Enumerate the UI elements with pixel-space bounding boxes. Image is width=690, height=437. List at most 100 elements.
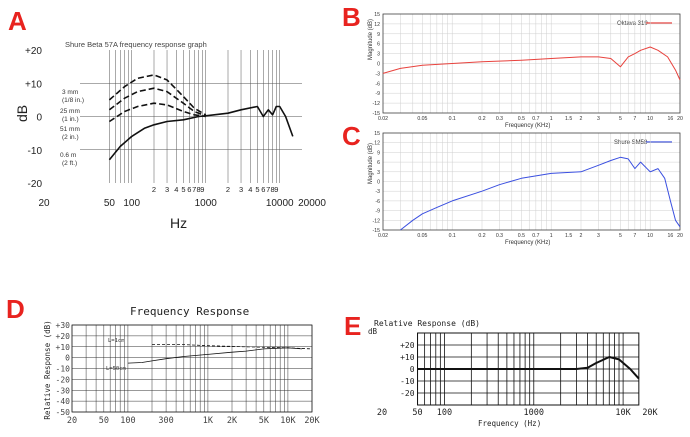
panel-letter-b: B <box>342 2 361 32</box>
panel-c-legend-label: Shure SM58 <box>614 140 648 146</box>
panel-b-xtick: 0.5 <box>518 116 525 122</box>
panel-c-xtick: 0.2 <box>478 233 485 239</box>
panel-b-ytick: -3 <box>375 71 380 77</box>
panel-a-xtick: 6 <box>261 185 265 194</box>
label-51mm: 51 mm <box>60 126 80 133</box>
panel-b-xtick: 0.3 <box>496 116 503 122</box>
panel-a-xtick: 1000 <box>195 198 218 209</box>
panel-b-xtick: 7 <box>633 116 636 122</box>
panel-a-series-line <box>108 74 207 116</box>
panel-c-legend: Shure SM58 <box>614 140 672 146</box>
panel-a-xtick: 5 <box>255 185 259 194</box>
panel-e-xtick: 10K <box>615 408 631 418</box>
panel-letter-d: D <box>6 294 25 324</box>
panel-a-ylabel: dB <box>14 105 30 122</box>
panel-d-ylabel: Relative Response (dB) <box>43 320 52 419</box>
panel-b-xtick: 0.05 <box>417 116 427 122</box>
panel-c-ytick: -6 <box>375 199 380 205</box>
panel-c-xtick: 3 <box>597 233 600 239</box>
panel-c-ytick: 15 <box>374 131 380 137</box>
panel-a-xtick: 100 <box>123 198 140 209</box>
panel-c-xtick: 0.3 <box>496 233 503 239</box>
panel-letter-e: E <box>344 311 361 341</box>
panel-b-xlabel: Frequency (KHz) <box>505 123 550 129</box>
panel-b-xtick: 0.02 <box>378 116 388 122</box>
panel-c-xtick: 7 <box>633 233 636 239</box>
panel-b-xtick: 2 <box>580 116 583 122</box>
panel-d-ytick: 0 <box>65 354 70 363</box>
panel-d-label-l1cm: L=1cm <box>108 338 125 344</box>
panel-e-xtick: 1000 <box>524 408 544 418</box>
panel-d-xtick: 2K <box>227 416 238 426</box>
panel-c-xlabel: Frequency (KHz) <box>505 240 550 246</box>
panel-d-chart: Frequency Response Relative Response (dB… <box>43 305 321 426</box>
panel-e-xtick: 100 <box>437 408 452 418</box>
panel-d-ytick: -50 <box>56 408 71 417</box>
panel-d-xtick: 5K <box>259 416 270 426</box>
panel-b-ytick: 6 <box>377 42 380 48</box>
panel-c-xtick: 20 <box>677 233 683 239</box>
panel-d-ytick: +10 <box>56 343 71 352</box>
panel-c-ylabel: Magnitude (dB) <box>368 143 374 184</box>
panel-c-xtick: 0.02 <box>378 233 388 239</box>
panel-c-ytick: -9 <box>375 209 380 215</box>
panel-e-xlabel: Frequency (Hz) <box>478 419 541 428</box>
panel-a-title: Shure Beta 57A frequency response graph <box>65 40 207 49</box>
panel-b-xtick: 1.5 <box>565 116 572 122</box>
panel-b-xtick: 0.2 <box>478 116 485 122</box>
panel-a-xtick: 7 <box>192 185 196 194</box>
panel-b-xtick: 1 <box>550 116 553 122</box>
panel-b-ytick: 15 <box>374 12 380 18</box>
panel-b-ytick: -15 <box>373 111 381 117</box>
panel-b-ytick: -9 <box>375 91 380 97</box>
panel-letter-a: A <box>8 6 27 36</box>
panel-b-frame <box>382 13 681 114</box>
panel-c-xtick: 1 <box>550 233 553 239</box>
panel-e-chart: Relative Response (dB) dB Frequency (Hz)… <box>368 319 659 428</box>
panel-b-xtick: 16 <box>668 116 674 122</box>
panel-c-xtick: 2 <box>580 233 583 239</box>
panel-c-ytick: 9 <box>377 150 380 156</box>
panel-a-xtick: 2 <box>152 185 156 194</box>
panel-a-xtick: 50 <box>104 198 116 209</box>
panel-b-ytick: 12 <box>374 22 380 28</box>
panel-a-ytick: +20 <box>25 46 42 57</box>
panel-d-label-l50cm: L=50cm <box>106 366 127 372</box>
panel-a-xtick: 7 <box>266 185 270 194</box>
panel-letter-c: C <box>342 121 361 151</box>
panel-c-xtick: 0.05 <box>417 233 427 239</box>
panel-a-chart: Shure Beta 57A frequency response graph … <box>14 40 326 231</box>
panel-a-xtick: 9 <box>200 185 204 194</box>
label-3mm: 3 mm <box>62 89 78 96</box>
label-25mm-in: (1 in.) <box>62 116 79 123</box>
panel-c-ytick: -12 <box>373 218 381 224</box>
panel-a-xtick: 20000 <box>298 198 326 209</box>
panel-c-ytick: 6 <box>377 160 380 166</box>
panel-a-xtick: 2 <box>226 185 230 194</box>
panel-c-chart: Magnitude (dB) Frequency (KHz) Shure SM5… <box>368 131 683 246</box>
panel-d-xtick: 20 <box>67 416 77 426</box>
panel-d-ytick: +30 <box>56 321 71 330</box>
panel-c-ytick: 12 <box>374 141 380 147</box>
panel-e-ytick: -10 <box>400 377 415 386</box>
label-25mm: 25 mm <box>60 108 80 115</box>
label-3mm-in: (1/8 in.) <box>62 97 84 104</box>
panel-a-series-line <box>108 87 206 117</box>
panel-c-xtick: 0.1 <box>449 233 456 239</box>
panel-b-ytick: 3 <box>377 52 380 58</box>
panel-a-series-labels: 3 mm (1/8 in.) 25 mm (1 in.) 51 mm (2 in… <box>60 89 84 167</box>
panel-d-xtick: 300 <box>158 416 173 426</box>
panel-d-frame <box>71 324 313 413</box>
panel-e-ytick: +10 <box>400 353 415 362</box>
panel-c-xtick: 0.5 <box>518 233 525 239</box>
panel-d-xtick: 1K <box>203 416 214 426</box>
panel-e-series-line <box>417 356 640 380</box>
panel-a-xtick: 8 <box>270 185 274 194</box>
panel-c-xtick: 10 <box>647 233 653 239</box>
panel-c-series-line <box>400 156 681 231</box>
panel-a-xtick: 20 <box>38 198 50 209</box>
label-51mm-in: (2 in.) <box>62 134 79 141</box>
panel-b-xtick: 3 <box>597 116 600 122</box>
panel-b-xtick: 20 <box>677 116 683 122</box>
